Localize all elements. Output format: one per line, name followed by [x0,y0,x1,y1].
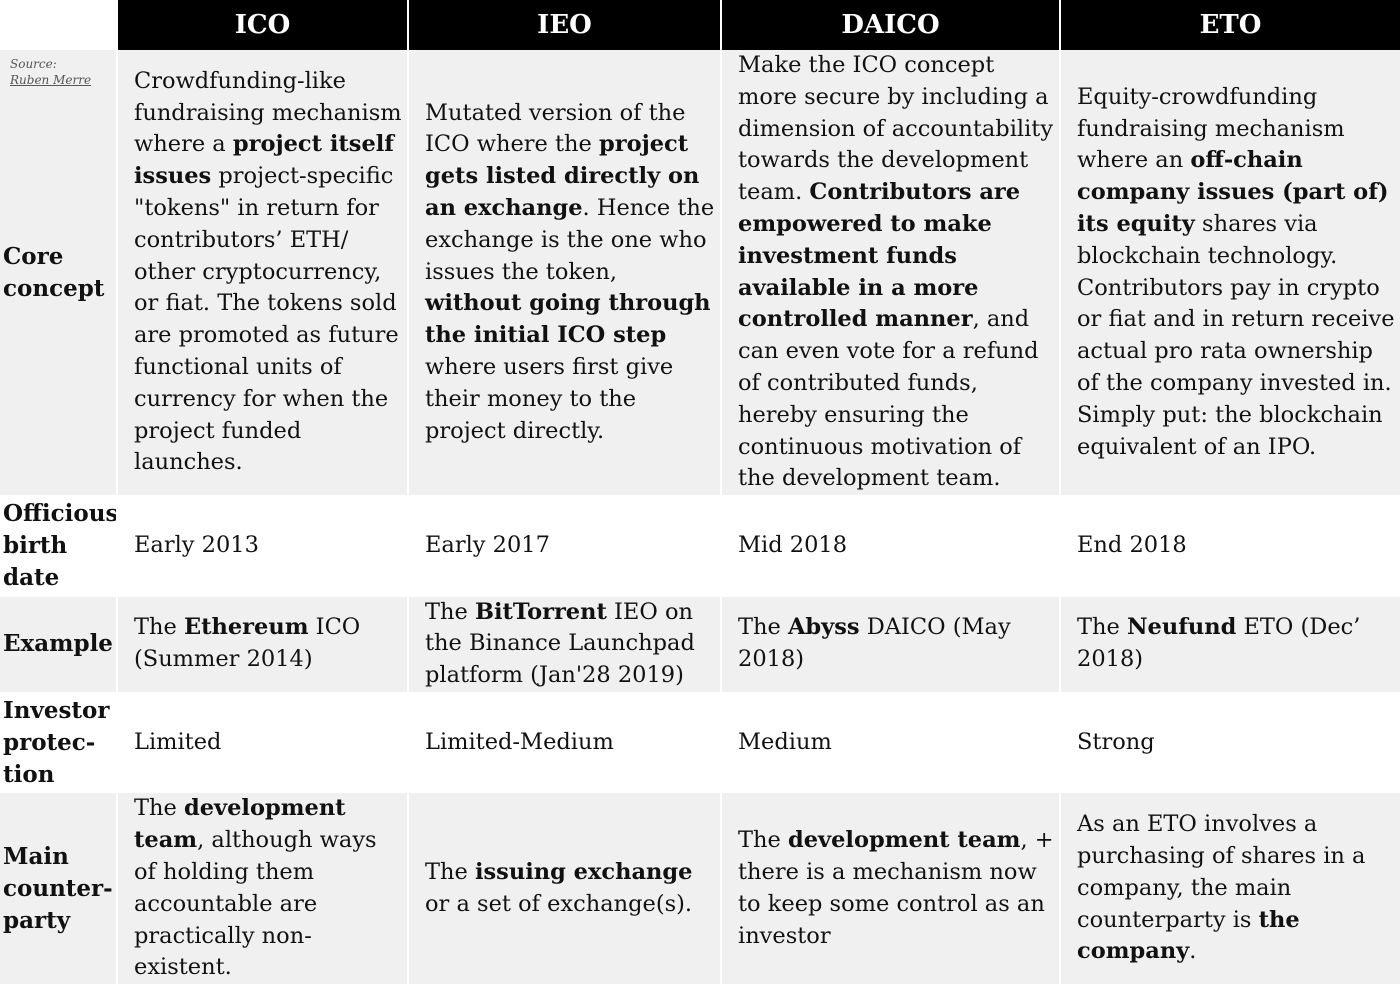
row-header-birth-date: Officious birth date [0,498,118,597]
cell-text: , and can even vote for a refund of cont… [738,306,1039,492]
cell-birth-date-ico: Early 2013 [118,498,409,597]
cell-text-bold: Abyss [787,614,860,641]
cell-text: shares via blockchain technology. Contri… [1077,210,1395,460]
cell-text: where users first give their money to th… [425,354,674,444]
cell-text: The [425,598,475,625]
cell-text: The [425,858,475,885]
row-header-example: Example [0,596,118,695]
cell-text: or a set of exchange(s). [425,890,693,917]
cell-text: Early 2013 [134,531,259,558]
cell-text: The [134,795,184,822]
row-core-concept: Source: Ruben Merre Core concept Crowdfu… [0,50,1400,499]
cell-core-concept-eto: Equity-crowdfunding fundraising mechanis… [1061,50,1400,499]
cell-text-bold: BitTorrent [474,598,607,625]
row-example: Example The Ethereum ICO (Summer 2014) T… [0,596,1400,695]
cell-birth-date-eto: End 2018 [1061,498,1400,597]
cell-text-bold: project gets listed directly on an excha… [425,131,700,222]
cell-text: Equity-crowdfunding fundraising mechanis… [1077,83,1345,174]
column-header-eto: ETO [1061,0,1400,50]
cell-text: , although ways of holding them accounta… [134,827,377,981]
cell-text-bold: off-chain company issues (part of) its e… [1077,147,1389,237]
cell-text: End 2018 [1077,531,1187,558]
cell-text: As an ETO involves a purchasing of share… [1077,811,1366,933]
cell-birth-date-ieo: Early 2017 [409,498,722,597]
cell-text-bold: Ethereum [183,614,309,641]
column-header-ieo: IEO [409,0,722,50]
row-header-investor-protection: Investor protec-tion [0,694,118,794]
cell-text: Limited-Medium [425,728,614,755]
cell-text-bold: the company [1077,906,1300,965]
cell-text: The [738,827,788,854]
cell-text: Medium [738,728,832,755]
cell-text: Strong [1077,728,1155,755]
cell-text-bold: development team [134,795,346,854]
cell-text: The [134,614,184,641]
row-birth-date: Officious birth date Early 2013 Early 20… [0,498,1400,597]
cell-text: The [1077,614,1127,641]
corner-cell [0,0,118,50]
cell-text: Make the ICO concept more secure by incl… [738,52,1054,206]
row-header-label: Core concept [3,242,105,302]
cell-example-eto: The Neufund ETO (Dec’ 2018) [1061,596,1400,695]
cell-example-ico: The Ethereum ICO (Summer 2014) [118,596,409,695]
cell-main-counterparty-eto: As an ETO involves a purchasing of share… [1061,793,1400,988]
cell-text: ETO (Dec’ 2018) [1077,614,1361,673]
column-header-ico: ICO [118,0,409,50]
cell-main-counterparty-ico: The development team, although ways of h… [118,793,409,988]
cell-text: Limited [134,728,222,755]
row-investor-protection: Investor protec-tion Limited Limited-Med… [0,694,1400,794]
cell-text: Early 2017 [425,531,550,558]
source-label: Source: [10,57,57,71]
cell-example-daico: The Abyss DAICO (May 2018) [722,596,1061,695]
cell-text: Crowdfunding-like fundraising mechanism … [134,67,402,158]
row-main-counterparty: Main counter-party The development team,… [0,793,1400,988]
cell-core-concept-daico: Make the ICO concept more secure by incl… [722,50,1061,499]
cell-text: ICO (Summer 2014) [134,614,361,673]
source-credit: Source: Ruben Merre [10,56,91,88]
cell-text-bold: without going through the initial ICO st… [425,290,711,349]
column-header-daico: DAICO [722,0,1061,50]
cell-investor-protection-daico: Medium [722,694,1061,794]
cell-text: . [1189,938,1197,965]
cell-main-counterparty-daico: The development team, + there is a mecha… [722,793,1061,988]
cell-core-concept-ico: Crowdfunding-like fundraising mechanism … [118,50,409,499]
row-header-main-counterparty: Main counter-party [0,793,118,988]
cell-example-ieo: The BitTorrent IEO on the Binance Launch… [409,596,722,695]
cell-core-concept-ieo: Mutated version of the ICO where the pro… [409,50,722,499]
cell-main-counterparty-ieo: The issuing exchange or a set of exchang… [409,793,722,988]
source-author-link[interactable]: Ruben Merre [10,73,92,87]
cell-text-bold: issuing exchange [474,858,693,885]
cell-investor-protection-eto: Strong [1061,694,1400,794]
cell-text: IEO on the Binance Launchpad platform (J… [425,598,695,689]
cell-text-bold: Neufund [1126,614,1237,641]
cell-text-bold: development team [787,827,1021,854]
cell-text-bold: Contributors are empowered to make inves… [738,179,1021,333]
row-header-core-concept: Source: Ruben Merre Core concept [0,50,118,499]
cell-text: DAICO (May 2018) [738,614,1011,673]
cell-text: . Hence the exchange is the one who issu… [425,195,715,285]
cell-investor-protection-ico: Limited [118,694,409,794]
header-row: ICO IEO DAICO ETO [0,0,1400,50]
cell-text-bold: project itself issues [134,131,394,190]
cell-investor-protection-ieo: Limited-Medium [409,694,722,794]
cell-text: Mutated version of the ICO where the [425,99,686,158]
cell-text: , + there is a mechanism now to keep som… [738,827,1054,949]
cell-text: project-specific "tokens" in return for … [134,163,399,476]
cell-text: The [738,614,788,641]
cell-birth-date-daico: Mid 2018 [722,498,1061,597]
cell-text: Mid 2018 [738,531,848,558]
